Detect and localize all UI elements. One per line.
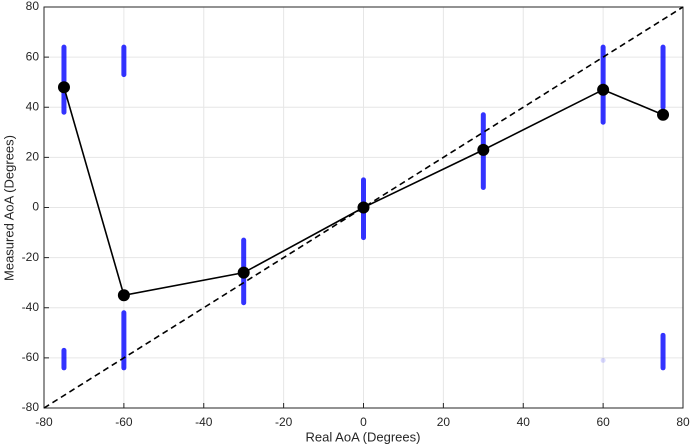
y-tick-label: -60 [22,350,40,364]
x-tick-label: 80 [676,415,690,429]
x-tick-label: -80 [35,415,53,429]
y-tick-label: -20 [22,250,40,264]
series-marker [357,201,370,214]
y-tick-label: -40 [22,300,40,314]
y-tick-label: 60 [26,49,40,63]
y-tick-label: 40 [26,99,40,113]
series-line [43,6,684,409]
y-tick-label: 80 [26,0,40,13]
y-tick-label: 0 [32,200,39,214]
x-tick-label: 40 [517,415,531,429]
x-tick-label: -40 [195,415,213,429]
series-marker [57,81,70,94]
series-marker [117,289,130,302]
x-tick-label: -20 [275,415,293,429]
axes-box [43,6,684,409]
y-tick-label: 20 [26,150,40,164]
series-marker [657,108,670,121]
x-tick-label: 20 [437,415,451,429]
x-tick-label: -60 [115,415,133,429]
series-marker [597,83,610,96]
y-axis-label: Measured AoA (Degrees) [1,135,16,281]
y-tick-label: -80 [22,400,40,414]
series-marker [237,266,250,279]
x-tick-label: 0 [360,415,367,429]
x-axis-label: Real AoA (Degrees) [306,429,421,444]
x-tick-label: 60 [596,415,610,429]
series-marker [477,143,490,156]
